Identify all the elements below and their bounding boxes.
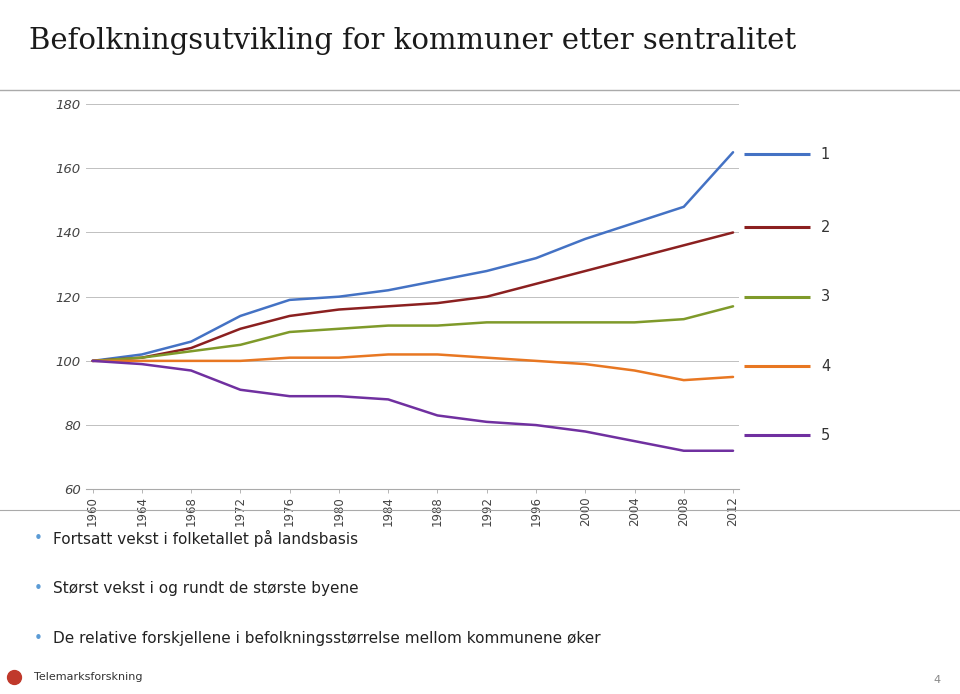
Text: •: • <box>34 631 42 645</box>
2 <box>185 344 197 352</box>
3 <box>629 318 640 326</box>
5 <box>86 357 98 365</box>
Line: 3: 3 <box>92 306 733 361</box>
4 <box>234 357 246 365</box>
4 <box>333 353 345 362</box>
4 <box>432 350 444 359</box>
3 <box>530 318 541 326</box>
Text: Telemarksforskning: Telemarksforskning <box>34 672 142 682</box>
2 <box>234 325 246 333</box>
1 <box>284 296 296 304</box>
5 <box>284 392 296 400</box>
1 <box>580 235 591 243</box>
Text: •: • <box>34 531 42 545</box>
1 <box>629 219 640 227</box>
1 <box>432 276 444 285</box>
5 <box>432 412 444 420</box>
5 <box>333 392 345 400</box>
4 <box>284 353 296 362</box>
3 <box>728 302 739 310</box>
3 <box>481 318 492 326</box>
3 <box>580 318 591 326</box>
4 <box>481 353 492 362</box>
4 <box>580 360 591 369</box>
5 <box>629 437 640 446</box>
4 <box>629 366 640 375</box>
4 <box>678 376 689 384</box>
2 <box>580 266 591 275</box>
1 <box>481 266 492 275</box>
1 <box>382 286 394 294</box>
Text: 4: 4 <box>934 675 941 685</box>
1 <box>136 350 148 359</box>
2 <box>382 302 394 310</box>
Text: De relative forskjellene i befolkningsstørrelse mellom kommunene øker: De relative forskjellene i befolkningsst… <box>53 631 600 645</box>
5 <box>382 396 394 404</box>
Text: 4: 4 <box>821 359 830 373</box>
2 <box>333 305 345 314</box>
3 <box>234 341 246 349</box>
Text: 3: 3 <box>821 289 830 304</box>
2 <box>432 299 444 307</box>
3 <box>678 315 689 323</box>
Line: 5: 5 <box>92 361 733 451</box>
Text: Befolkningsutvikling for kommuner etter sentralitet: Befolkningsutvikling for kommuner etter … <box>29 26 796 55</box>
1 <box>678 203 689 211</box>
3 <box>284 328 296 336</box>
Line: 1: 1 <box>92 152 733 361</box>
1 <box>333 293 345 301</box>
2 <box>284 312 296 320</box>
Text: 1: 1 <box>821 146 830 162</box>
3 <box>136 353 148 362</box>
5 <box>580 428 591 436</box>
1 <box>185 337 197 346</box>
5 <box>530 421 541 429</box>
1 <box>234 312 246 320</box>
2 <box>728 228 739 237</box>
Text: Fortsatt vekst i folketallet på landsbasis: Fortsatt vekst i folketallet på landsbas… <box>53 530 358 547</box>
Text: 2: 2 <box>821 220 830 235</box>
3 <box>382 321 394 330</box>
2 <box>629 254 640 262</box>
2 <box>530 280 541 288</box>
5 <box>185 366 197 375</box>
4 <box>136 357 148 365</box>
Line: 4: 4 <box>92 355 733 380</box>
4 <box>185 357 197 365</box>
5 <box>728 447 739 455</box>
Text: Størst vekst i og rundt de største byene: Størst vekst i og rundt de største byene <box>53 581 358 595</box>
5 <box>481 418 492 426</box>
4 <box>382 350 394 359</box>
Text: •: • <box>34 581 42 595</box>
3 <box>432 321 444 330</box>
5 <box>234 386 246 394</box>
2 <box>86 357 98 365</box>
1 <box>728 148 739 156</box>
5 <box>678 447 689 455</box>
1 <box>530 254 541 262</box>
4 <box>530 357 541 365</box>
3 <box>185 347 197 355</box>
2 <box>481 293 492 301</box>
2 <box>678 241 689 249</box>
2 <box>136 353 148 362</box>
4 <box>728 373 739 381</box>
Text: 5: 5 <box>821 428 830 443</box>
5 <box>136 360 148 369</box>
1 <box>86 357 98 365</box>
3 <box>86 357 98 365</box>
4 <box>86 357 98 365</box>
3 <box>333 325 345 333</box>
Line: 2: 2 <box>92 232 733 361</box>
